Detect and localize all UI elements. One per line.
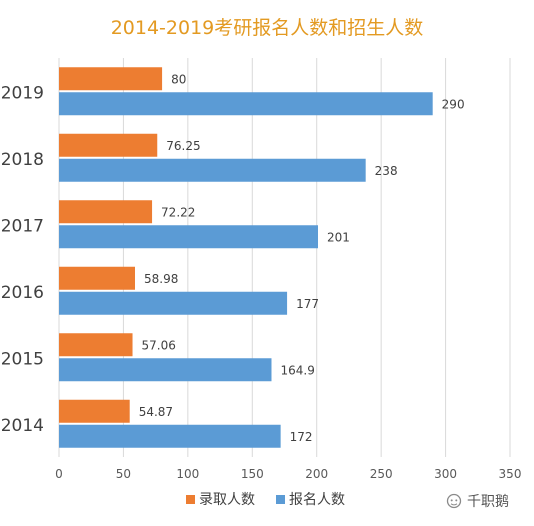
watermark-logo-icon xyxy=(446,493,462,509)
bar-applicants-2018 xyxy=(59,158,366,182)
bar-admitted-2019 xyxy=(59,67,163,91)
data-label-applicants-2014: 172 xyxy=(290,430,313,444)
bar-admitted-2015 xyxy=(59,333,133,357)
data-label-admitted-2019: 80 xyxy=(171,72,186,86)
data-label-admitted-2016: 58.98 xyxy=(144,272,178,286)
bar-applicants-2015 xyxy=(59,358,272,382)
data-labels: 80 290 76.25 238 72.22 201 58.98 177 57.06 164.9 5… xyxy=(139,72,465,444)
legend-label-admitted[interactable]: 录取人数 xyxy=(199,492,255,508)
x-tick-label-350: 350 xyxy=(499,467,522,481)
x-tick-label-250: 250 xyxy=(370,467,393,481)
bar-applicants-2016 xyxy=(59,291,288,315)
y-tick-label-2014: 2014 xyxy=(1,416,44,436)
y-tick-label-2018: 2018 xyxy=(1,150,44,170)
watermark: 千职鹅 xyxy=(446,493,509,510)
data-label-admitted-2015: 57.06 xyxy=(142,338,176,352)
bar-admitted-2016 xyxy=(59,266,135,290)
data-label-applicants-2017: 201 xyxy=(327,230,350,244)
bars xyxy=(59,67,433,448)
watermark-text: 千职鹅 xyxy=(467,493,509,510)
y-tick-label-2016: 2016 xyxy=(1,283,44,303)
legend-swatch-applicants xyxy=(276,495,285,504)
grid-lines xyxy=(58,58,511,457)
x-tick-label-0: 0 xyxy=(55,467,63,481)
x-tick-label-100: 100 xyxy=(176,467,199,481)
bar-applicants-2014 xyxy=(59,424,281,448)
data-label-applicants-2018: 238 xyxy=(375,164,398,178)
legend-label-applicants[interactable]: 报名人数 xyxy=(289,492,345,508)
data-label-admitted-2018: 76.25 xyxy=(166,139,200,153)
y-tick-label-2015: 2015 xyxy=(1,349,44,369)
bar-admitted-2018 xyxy=(59,133,158,157)
x-tick-label-50: 50 xyxy=(116,467,131,481)
data-label-admitted-2017: 72.22 xyxy=(161,205,195,219)
bar-applicants-2017 xyxy=(59,225,319,249)
legend-swatch-admitted xyxy=(186,495,195,504)
y-tick-label-2017: 2017 xyxy=(1,216,44,236)
chart-title: 2014-2019考研报名人数和招生人数 xyxy=(111,17,424,39)
y-axis: 2019 2018 2017 2016 2015 2014 xyxy=(1,83,44,436)
x-tick-label-300: 300 xyxy=(434,467,457,481)
x-tick-label-150: 150 xyxy=(241,467,264,481)
data-label-admitted-2014: 54.87 xyxy=(139,405,173,419)
data-label-applicants-2015: 164.9 xyxy=(280,363,314,377)
y-tick-label-2019: 2019 xyxy=(1,83,44,103)
bar-admitted-2017 xyxy=(59,200,153,224)
x-axis: 0 50 100 150 200 250 300 350 xyxy=(55,467,521,481)
data-label-applicants-2016: 177 xyxy=(296,297,319,311)
bar-applicants-2019 xyxy=(59,92,433,116)
legend[interactable]: 录取人数 报名人数 xyxy=(186,492,345,508)
bar-admitted-2014 xyxy=(59,399,130,423)
data-label-applicants-2019: 290 xyxy=(442,97,465,111)
x-tick-label-200: 200 xyxy=(305,467,328,481)
